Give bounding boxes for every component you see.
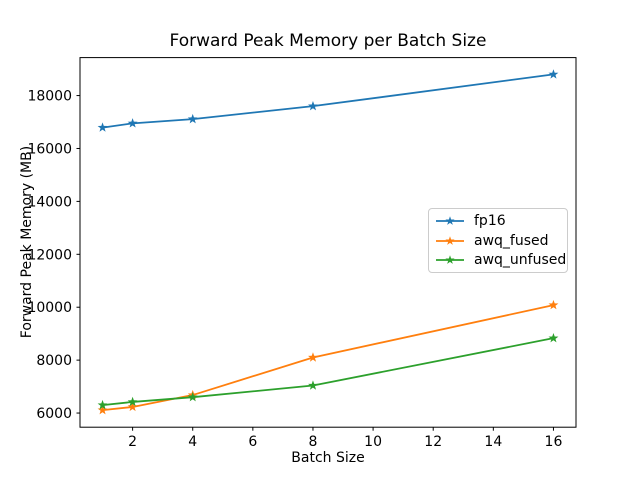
marker-star-awq_unfused-2 [127, 396, 138, 407]
marker-star-fp16-1 [97, 122, 108, 132]
y-tick-label: 8000 [36, 353, 72, 369]
x-tick-label: 2 [128, 434, 137, 450]
legend-entry-awq_fused: awq_fused [435, 231, 567, 251]
legend-line-star-icon [436, 255, 464, 265]
x-tick-label: 8 [309, 434, 318, 450]
series-line-awq_unfused [101, 337, 555, 407]
marker-star-awq_fused-8 [308, 352, 318, 362]
chart-title: Forward Peak Memory per Batch Size [169, 31, 487, 51]
series-line-awq_fused [101, 304, 555, 412]
legend-entry-fp16: fp16 [435, 211, 567, 231]
y-tick-label: 10000 [27, 300, 72, 316]
marker-star-awq_unfused-1 [97, 399, 108, 410]
marker-star-awq_fused-1 [97, 404, 108, 415]
x-tick-label: 6 [248, 434, 257, 450]
legend-line-star-icon [436, 235, 464, 245]
x-tick-label: 16 [545, 434, 563, 450]
y-tick-label: 12000 [27, 247, 72, 263]
marker-star-fp16-8 [308, 100, 318, 111]
x-tick-label: 12 [424, 434, 442, 450]
legend-entry-awq_unfused: awq_unfused [435, 250, 567, 270]
marker-star-awq_unfused-8 [308, 380, 318, 390]
x-tick-label: 10 [364, 434, 382, 450]
x-tick-label: 4 [188, 434, 197, 450]
y-axis-label: Forward Peak Memory (MB) [19, 145, 35, 339]
legend-label-fp16: fp16 [474, 212, 506, 229]
marker-star-awq_unfused-4 [187, 391, 198, 402]
axes-spines [79, 57, 577, 428]
y-tick-label: 16000 [27, 141, 72, 157]
marker-star-fp16-4 [187, 113, 198, 124]
x-axis-label: Batch Size [291, 450, 365, 466]
marker-star-awq_fused-16 [548, 299, 559, 310]
y-tick-label: 6000 [36, 406, 72, 422]
legend-label-awq_unfused: awq_unfused [474, 252, 567, 269]
marker-star-fp16-16 [548, 69, 559, 79]
marker-star-awq_fused-2 [127, 401, 138, 412]
legend-label-awq_fused: awq_fused [474, 232, 549, 249]
marker-star-awq_unfused-16 [548, 332, 559, 343]
marker-star-fp16-2 [127, 118, 138, 128]
x-tick-label: 14 [484, 434, 502, 450]
y-tick-label: 18000 [27, 89, 72, 105]
series-line-fp16 [101, 73, 555, 129]
y-tick-label: 14000 [27, 194, 72, 210]
legend-line-star-icon [436, 216, 464, 225]
legend: fp16 awq_fused awq_unfused [428, 208, 568, 273]
